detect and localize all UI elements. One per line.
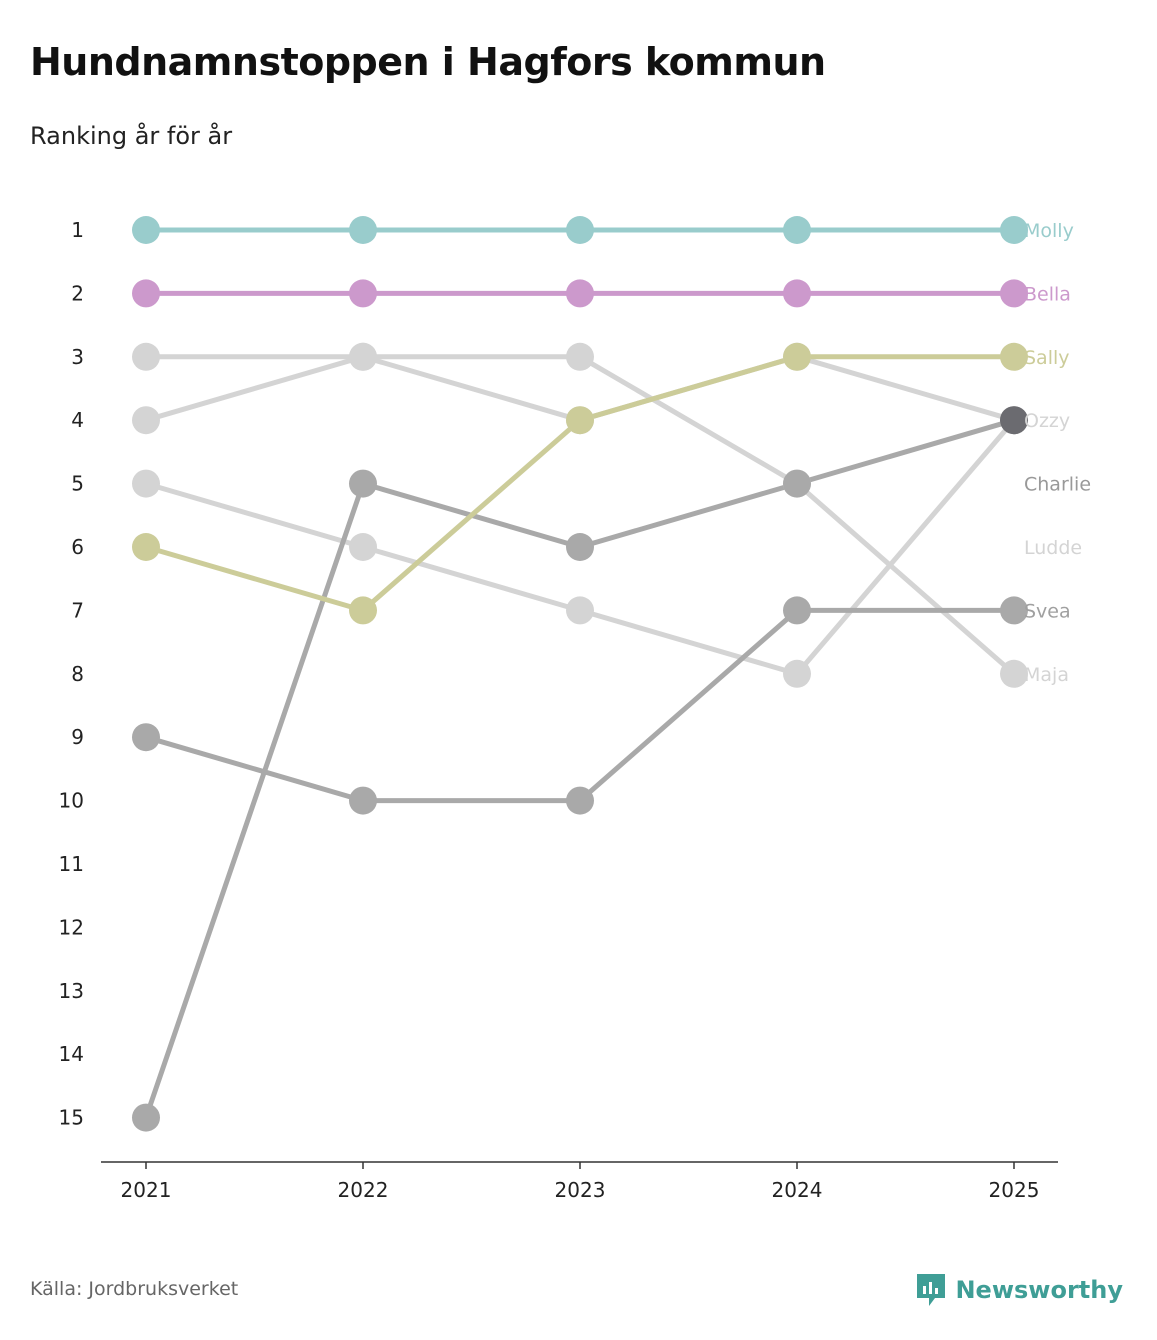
data-point-highlight bbox=[1000, 406, 1028, 435]
data-point-sally bbox=[1000, 342, 1028, 371]
newsworthy-logo-text: Newsworthy bbox=[955, 1276, 1123, 1304]
y-tick-label: 14 bbox=[59, 1042, 84, 1066]
data-point-ozzy bbox=[1000, 659, 1028, 688]
data-point-molly bbox=[132, 216, 160, 244]
data-point-svea bbox=[566, 786, 594, 815]
data-point-svea bbox=[783, 596, 811, 625]
y-tick-label: 15 bbox=[59, 1106, 84, 1130]
end-label-ozzy: Ozzy bbox=[1024, 410, 1070, 432]
data-point-molly bbox=[566, 216, 594, 244]
data-point-ozzy bbox=[132, 342, 160, 371]
series-line-ozzy bbox=[143, 354, 1017, 677]
data-point-bella bbox=[349, 279, 377, 308]
newsworthy-logo-icon bbox=[917, 1274, 946, 1306]
data-point-ludde bbox=[349, 342, 377, 371]
end-label-charlie: Charlie bbox=[1024, 474, 1091, 496]
series-end-labels: Molly Bella Sally Ozzy Charlie Ludde Svea Maja bbox=[1024, 220, 1091, 686]
data-point-svea bbox=[1000, 596, 1028, 625]
y-tick-label: 6 bbox=[71, 535, 84, 559]
data-point-molly bbox=[783, 216, 811, 244]
data-point-molly bbox=[1000, 216, 1028, 244]
end-label-maja: Maja bbox=[1024, 664, 1069, 686]
y-tick-label: 7 bbox=[71, 598, 84, 622]
y-tick-label: 11 bbox=[59, 852, 84, 876]
data-point-sally bbox=[349, 596, 377, 625]
y-tick-label: 12 bbox=[59, 915, 84, 939]
y-tick-label: 3 bbox=[71, 345, 84, 369]
data-point-charlie bbox=[132, 1103, 160, 1132]
end-label-sally: Sally bbox=[1024, 347, 1070, 369]
series-line-svea bbox=[143, 607, 1017, 804]
source-note: Källa: Jordbruksverket bbox=[30, 1278, 239, 1300]
data-point-charlie bbox=[566, 533, 594, 561]
y-tick-label: 10 bbox=[59, 789, 84, 813]
chart-title: Hundnamnstoppen i Hagfors kommun bbox=[30, 40, 826, 84]
end-label-molly: Molly bbox=[1024, 220, 1074, 242]
data-point-maja bbox=[349, 533, 377, 561]
end-label-ludde: Ludde bbox=[1024, 537, 1082, 559]
data-point-charlie bbox=[783, 469, 811, 498]
data-point-bella bbox=[1000, 279, 1028, 308]
data-point-sally bbox=[566, 406, 594, 435]
data-point-maja bbox=[566, 596, 594, 625]
y-tick-label: 1 bbox=[71, 218, 84, 242]
data-point-maja bbox=[132, 469, 160, 498]
newsworthy-logo: Newsworthy bbox=[915, 1272, 1123, 1308]
data-point-ozzy bbox=[566, 342, 594, 371]
data-point-bella bbox=[132, 279, 160, 308]
end-label-bella: Bella bbox=[1024, 283, 1071, 305]
data-point-sally bbox=[783, 342, 811, 371]
y-tick-label: 4 bbox=[71, 408, 84, 432]
data-point-charlie bbox=[349, 469, 377, 498]
series-points bbox=[132, 216, 1028, 1132]
data-point-svea bbox=[349, 786, 377, 815]
y-tick-label: 9 bbox=[71, 725, 84, 749]
x-axis-ticks: 2021 2022 2023 2024 2025 bbox=[121, 1162, 1040, 1202]
y-tick-label: 13 bbox=[59, 979, 84, 1003]
x-tick-label: 2021 bbox=[121, 1178, 172, 1202]
data-point-molly bbox=[349, 216, 377, 244]
data-point-svea bbox=[132, 723, 160, 752]
x-tick-label: 2022 bbox=[338, 1178, 389, 1202]
data-point-maja bbox=[783, 659, 811, 688]
x-tick-label: 2025 bbox=[989, 1178, 1040, 1202]
y-tick-label: 5 bbox=[71, 472, 84, 496]
y-tick-label: 8 bbox=[71, 662, 84, 686]
data-point-bella bbox=[566, 279, 594, 308]
series-line-charlie bbox=[143, 417, 1017, 1121]
x-tick-label: 2023 bbox=[555, 1178, 606, 1202]
x-tick-label: 2024 bbox=[772, 1178, 823, 1202]
data-point-ludde bbox=[132, 406, 160, 435]
data-point-sally bbox=[132, 533, 160, 561]
chart-subtitle: Ranking år för år bbox=[30, 122, 233, 150]
end-label-svea: Svea bbox=[1024, 600, 1071, 622]
y-tick-label: 2 bbox=[71, 281, 84, 305]
data-point-bella bbox=[783, 279, 811, 308]
